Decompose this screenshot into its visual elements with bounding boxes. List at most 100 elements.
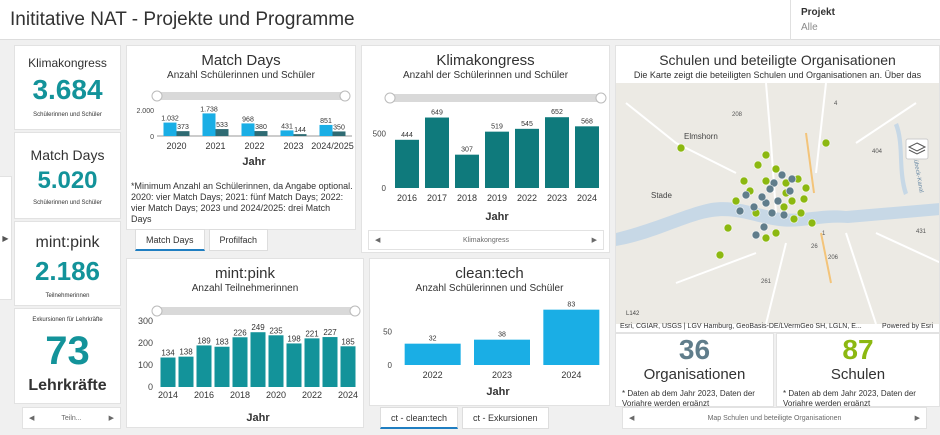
- organisation-marker[interactable]: [759, 222, 769, 232]
- indicator-title: mint:pink: [35, 234, 100, 251]
- data-label: 144: [294, 127, 306, 134]
- bar: [293, 134, 307, 136]
- organisation-marker[interactable]: [765, 184, 775, 194]
- chart-title: clean:tech: [455, 265, 524, 282]
- school-marker[interactable]: [723, 223, 733, 233]
- data-label: 968: [242, 116, 254, 123]
- x-tick-label: 2022: [423, 370, 443, 380]
- indicator-subtitle: Schülerinnen und Schüler: [33, 200, 102, 206]
- x-tick-label: 2024: [577, 193, 597, 203]
- data-label: 189: [197, 336, 211, 345]
- project-filter-value[interactable]: Alle: [801, 22, 818, 33]
- school-marker[interactable]: [796, 208, 806, 218]
- organisation-marker[interactable]: [751, 230, 761, 240]
- mintpink-card: mint:pink Anzahl Teilnehmerinnen 0 100 200…: [126, 258, 364, 428]
- x-axis-title: Jahr: [485, 211, 509, 223]
- data-label: 227: [323, 328, 337, 337]
- range-handle-left: [384, 92, 396, 104]
- data-label: 545: [521, 121, 533, 128]
- organisation-marker[interactable]: [779, 210, 789, 220]
- map-markers: [676, 138, 831, 260]
- pager-next-icon[interactable]: ▶: [108, 415, 114, 422]
- organisation-marker[interactable]: [777, 170, 787, 180]
- data-label: 568: [581, 118, 593, 125]
- organisation-marker[interactable]: [769, 178, 779, 188]
- layers-button[interactable]: [905, 138, 929, 160]
- organisation-marker[interactable]: [773, 196, 783, 206]
- organisation-marker[interactable]: [787, 174, 797, 184]
- school-marker[interactable]: [715, 250, 725, 260]
- organisation-marker[interactable]: [761, 198, 771, 208]
- y-tick-label: 300: [138, 316, 153, 326]
- chart-subtitle: Anzahl Teilnehmerinnen: [191, 283, 299, 294]
- data-label: 652: [551, 109, 563, 116]
- tab-matchdays[interactable]: Match Days: [135, 229, 205, 251]
- bar: [332, 131, 346, 136]
- y-tick-label: 200: [138, 338, 153, 348]
- school-marker[interactable]: [789, 214, 799, 224]
- school-marker[interactable]: [781, 178, 791, 188]
- header-bar: Inititative NAT - Projekte und Programme…: [0, 0, 940, 40]
- school-marker[interactable]: [771, 228, 781, 238]
- bar: [176, 131, 190, 136]
- indicator-title: Lehrkräfte: [28, 377, 107, 394]
- pager-prev-icon[interactable]: ◀: [375, 237, 381, 244]
- project-filter[interactable]: Projekt Alle: [790, 0, 940, 40]
- side-panel-toggle[interactable]: ▶: [0, 176, 12, 300]
- school-marker[interactable]: [753, 160, 763, 170]
- school-marker[interactable]: [779, 202, 789, 212]
- school-marker[interactable]: [761, 233, 771, 243]
- chart-subtitle: Anzahl Schülerinnen und Schüler: [415, 283, 564, 294]
- pager-label: Teiln...: [61, 414, 82, 422]
- school-marker[interactable]: [787, 196, 797, 206]
- school-marker[interactable]: [731, 196, 741, 206]
- organisation-marker[interactable]: [741, 190, 751, 200]
- road-label: 26: [811, 244, 818, 250]
- data-label: 533: [216, 122, 228, 129]
- school-marker[interactable]: [761, 150, 771, 160]
- pager-prev-icon[interactable]: ◀: [629, 415, 635, 422]
- stat-label: Organisationen: [643, 366, 746, 383]
- range-handle-right: [349, 305, 361, 317]
- bar: [304, 338, 320, 387]
- organisation-marker[interactable]: [749, 202, 759, 212]
- range-slider: [386, 94, 605, 102]
- organisation-marker[interactable]: [767, 208, 777, 218]
- school-marker[interactable]: [739, 176, 749, 186]
- pager-next-icon[interactable]: ▶: [591, 237, 597, 244]
- organisation-marker[interactable]: [757, 192, 767, 202]
- pager-prev-icon[interactable]: ◀: [29, 415, 35, 422]
- pager-next-icon[interactable]: ▶: [914, 415, 920, 422]
- organisation-marker[interactable]: [785, 186, 795, 196]
- klimakongress-chart: 0 500 444 2016 649 2017 307 2018 519 2019 545 2022 6…: [373, 92, 607, 223]
- x-tick-label: 2020: [166, 141, 186, 151]
- cleantech-card: clean:tech Anzahl Schülerinnen und Schül…: [369, 258, 610, 406]
- pager-label: Klimakongress: [463, 236, 509, 244]
- stat-note: * Daten ab dem Jahr 2023, Daten der Vorj…: [783, 389, 916, 407]
- data-label: 851: [320, 118, 332, 125]
- y-tick-label: 0: [148, 382, 153, 392]
- indicator-subtitle: Exkursionen für Lehrkräfte: [32, 317, 103, 323]
- school-marker[interactable]: [761, 176, 771, 186]
- tab-cleantech[interactable]: ct - clean:tech: [380, 407, 459, 429]
- x-tick-label: 2017: [427, 193, 447, 203]
- tab-exkursionen[interactable]: ct - Exkursionen: [462, 407, 549, 429]
- road-labels: 4 208 404 431 261 26 1 206: [732, 101, 927, 285]
- map-powered-by[interactable]: Powered by Esri: [882, 323, 933, 330]
- bar: [485, 131, 509, 188]
- tab-profilfach[interactable]: Profilfach: [208, 229, 269, 251]
- y-tick-label: 50: [383, 328, 392, 337]
- range-handle-left: [151, 305, 163, 317]
- project-filter-label: Projekt: [801, 7, 835, 18]
- school-marker[interactable]: [676, 143, 686, 153]
- range-slider: [153, 307, 359, 315]
- school-marker[interactable]: [807, 218, 817, 228]
- organisation-marker[interactable]: [735, 206, 745, 216]
- map-view[interactable]: Elmshorn Stade Elbe-Lübeck-Kanal L142 4 …: [616, 83, 940, 324]
- school-marker[interactable]: [801, 183, 811, 193]
- stat-organisationen: 36 Organisationen * Daten ab dem Jahr 20…: [615, 333, 774, 407]
- school-marker[interactable]: [799, 194, 809, 204]
- school-marker[interactable]: [771, 164, 781, 174]
- school-marker[interactable]: [821, 138, 831, 148]
